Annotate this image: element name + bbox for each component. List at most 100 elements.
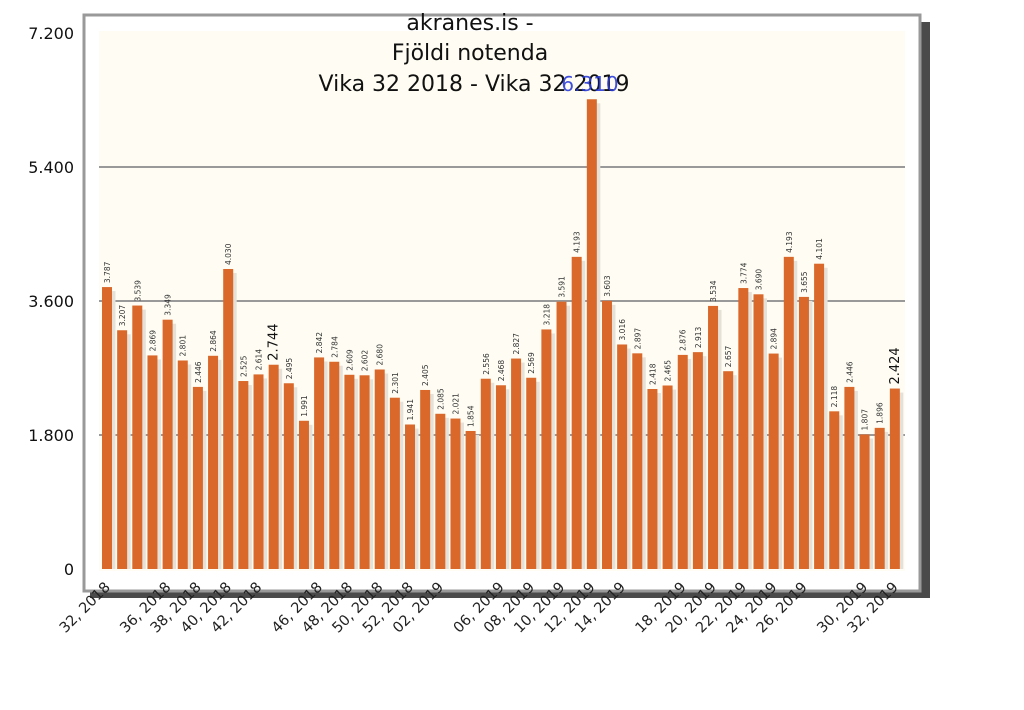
y-tick-label: 7.200: [28, 24, 74, 43]
chart-title: akranes.is - Fjöldi notenda Vika 32 2018…: [319, 11, 630, 97]
bar: [102, 287, 112, 569]
value-label: 1.991: [300, 395, 309, 417]
bar: [874, 427, 885, 569]
title-line-1: akranes.is -: [406, 11, 533, 36]
value-label: 2.614: [255, 349, 264, 371]
value-label: 1.807: [861, 409, 870, 431]
bar: [435, 413, 446, 569]
bar: [526, 377, 537, 569]
value-label: 2.842: [315, 332, 324, 354]
bar: [617, 344, 628, 569]
bar: [465, 430, 476, 569]
value-label: 3.603: [603, 275, 612, 297]
bar: [692, 352, 703, 569]
value-label: 2.405: [421, 364, 430, 386]
value-label: 2.876: [679, 329, 688, 351]
value-label: 2.118: [830, 386, 839, 408]
bar: [844, 386, 855, 569]
bar: [783, 256, 794, 569]
bar: [177, 360, 188, 569]
value-label: 3.690: [754, 269, 763, 291]
value-label: 2.495: [285, 358, 294, 380]
title-line-3: Vika 32 2018 - Vika 32 2019: [319, 72, 630, 97]
bar: [420, 389, 431, 569]
bar: [359, 375, 370, 569]
value-label: 3.655: [800, 271, 809, 293]
bar: [253, 374, 264, 569]
bar: [405, 424, 416, 569]
value-label: 2.418: [648, 363, 657, 385]
value-label: 2.801: [179, 335, 188, 357]
value-label: 2.446: [845, 361, 854, 383]
bar: [208, 355, 219, 569]
bar: [889, 388, 900, 569]
bar: [541, 329, 552, 569]
bar: [298, 420, 309, 569]
bar: [450, 418, 461, 569]
value-label: 2.569: [527, 352, 536, 374]
bar: [768, 353, 779, 569]
bar: [389, 397, 400, 569]
bar: [814, 263, 825, 569]
y-axis: 0 1.800 3.600 5.400 7.200: [28, 24, 74, 579]
value-label: 2.913: [694, 326, 703, 348]
bar: [662, 385, 673, 569]
bar: [601, 300, 612, 569]
bar: [647, 388, 658, 569]
bar: [329, 361, 340, 569]
value-label: 3.539: [133, 280, 142, 302]
bar: [480, 378, 491, 569]
y-tick-label: 1.800: [28, 426, 74, 445]
bar: [723, 371, 734, 569]
value-label: 2.827: [512, 333, 521, 355]
value-label: 2.602: [361, 350, 370, 372]
value-label: 3.534: [709, 280, 718, 302]
value-label: 4.193: [573, 231, 582, 253]
bar: [798, 296, 809, 569]
bar: [314, 357, 325, 569]
title-line-2: Fjöldi notenda: [392, 41, 548, 66]
value-label: 2.869: [148, 330, 157, 352]
bar: [738, 288, 749, 569]
y-tick-label: 3.600: [28, 292, 74, 311]
value-label: 2.301: [391, 372, 400, 394]
bar: [283, 383, 294, 569]
value-label: 2.897: [633, 328, 642, 350]
value-label: 2.468: [497, 360, 506, 382]
bar: [192, 386, 203, 569]
value-label: 2.894: [770, 328, 779, 350]
value-label: 1.896: [876, 402, 885, 424]
value-label: 2.424: [888, 347, 903, 384]
value-label: 3.774: [739, 262, 748, 284]
value-label: 2.446: [194, 361, 203, 383]
bar: [753, 294, 764, 569]
value-label: 3.787: [103, 261, 112, 283]
value-label: 4.101: [815, 238, 824, 260]
value-labels: 3.787 3.207 3.539 2.869 3.349 2.801 2.446 2.864…: [103, 231, 903, 430]
bar: [511, 358, 522, 569]
bar: [829, 411, 840, 569]
bar: [162, 319, 173, 569]
value-label: 3.591: [558, 276, 567, 298]
value-label: 2.864: [209, 330, 218, 352]
bar: [117, 330, 128, 569]
y-tick-label: 0: [64, 560, 74, 579]
value-label: 2.744: [267, 324, 282, 361]
value-label: 1.854: [467, 405, 476, 427]
value-label: 2.021: [451, 393, 460, 415]
bar: [268, 364, 279, 569]
value-label: 3.016: [618, 319, 627, 341]
value-label: 4.193: [785, 231, 794, 253]
value-label: 2.680: [376, 344, 385, 366]
bar: [374, 369, 385, 569]
bar: [632, 353, 643, 569]
bars: [102, 99, 900, 569]
bar: [677, 354, 688, 569]
bar: [344, 374, 355, 569]
bar: [223, 268, 234, 569]
bar: [495, 385, 506, 569]
value-label: 2.609: [345, 349, 354, 371]
bar: [708, 305, 719, 569]
value-label: 3.349: [164, 294, 173, 316]
value-label: 2.556: [482, 353, 491, 375]
